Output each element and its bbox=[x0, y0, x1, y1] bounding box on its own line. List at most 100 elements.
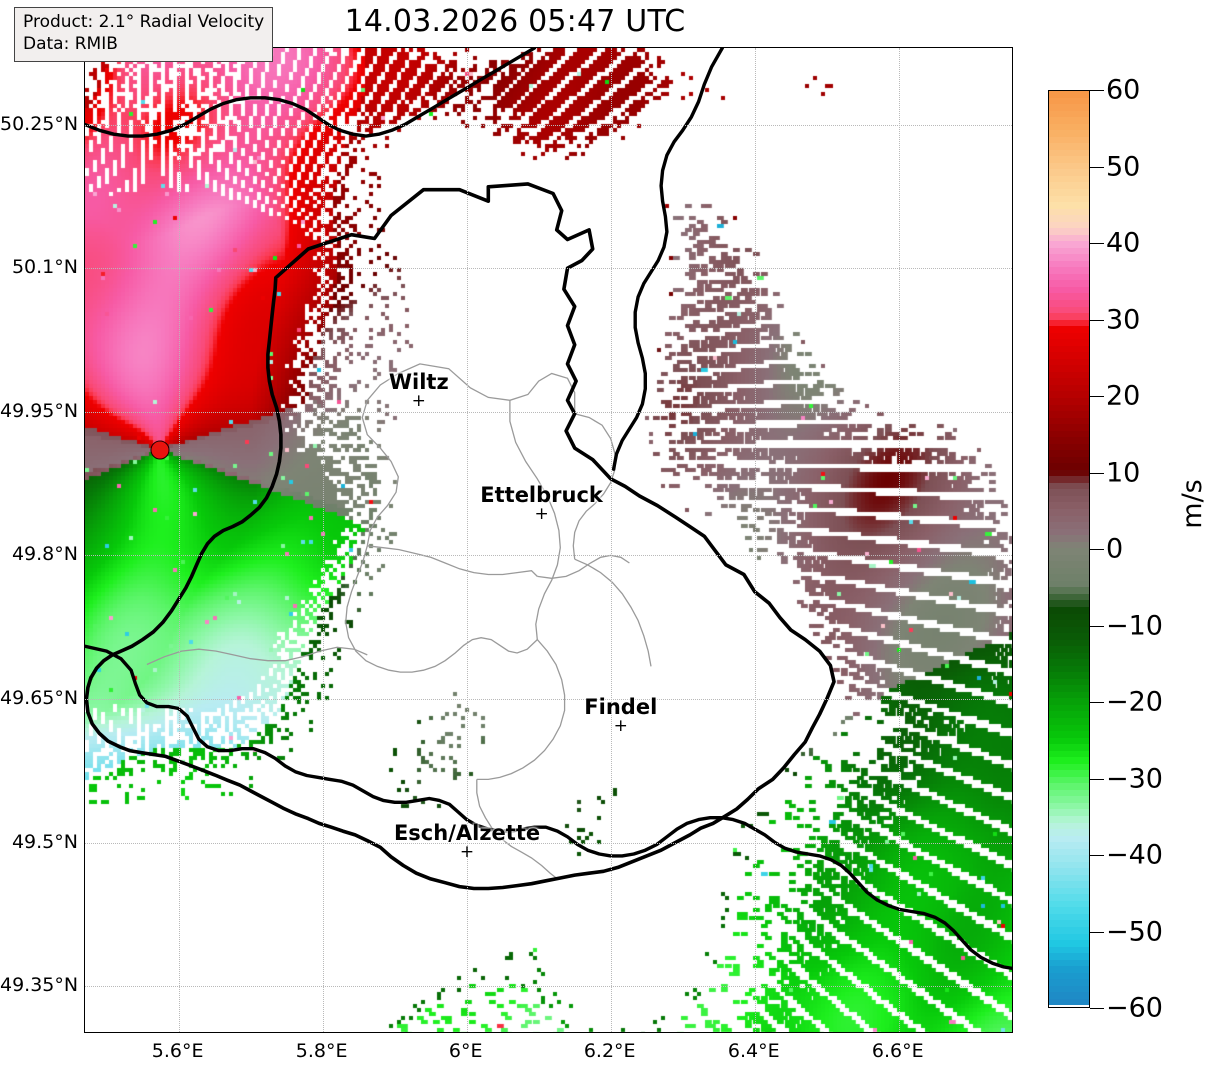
colorbar-segment bbox=[1049, 718, 1089, 725]
colorbar-segment bbox=[1049, 665, 1089, 673]
colorbar-segment bbox=[1049, 215, 1089, 222]
colorbar-segment bbox=[1049, 123, 1089, 131]
district-boundary bbox=[345, 545, 538, 673]
figure-title: 14.03.2026 05:47 UTC bbox=[344, 4, 686, 39]
gridline-lat bbox=[85, 124, 1012, 126]
colorbar-tick bbox=[1090, 472, 1104, 474]
colorbar-tick-label: 10 bbox=[1106, 457, 1141, 488]
colorbar-tick-label: 60 bbox=[1106, 74, 1141, 106]
national-border bbox=[85, 644, 1012, 971]
colorbar-segment bbox=[1049, 515, 1089, 523]
colorbar-segment bbox=[1049, 522, 1089, 529]
gridline-lon bbox=[466, 48, 468, 1032]
colorbar-tick bbox=[1090, 319, 1104, 321]
colorbar-segment bbox=[1049, 221, 1089, 229]
colorbar-segment bbox=[1049, 326, 1089, 333]
gridline-lon bbox=[610, 48, 612, 1032]
latitude-tick-label: 50.25°N bbox=[0, 112, 79, 135]
colorbar-segment bbox=[1049, 659, 1089, 666]
national-border bbox=[611, 48, 724, 471]
colorbar-segment bbox=[1049, 763, 1089, 771]
latitude-tick-label: 49.95°N bbox=[0, 399, 79, 422]
colorbar-segment bbox=[1049, 143, 1089, 150]
colorbar-segment bbox=[1049, 411, 1089, 418]
colorbar-segment bbox=[1049, 306, 1089, 314]
annotation-data-line: Data: RMIB bbox=[23, 33, 118, 54]
colorbar-segment bbox=[1049, 463, 1089, 470]
city-marker-icon: + bbox=[534, 504, 549, 525]
colorbar-segment bbox=[1049, 502, 1089, 509]
latitude-tick-label: 50.1°N bbox=[11, 256, 78, 279]
colorbar-segment bbox=[1049, 234, 1089, 242]
colorbar-segment bbox=[1049, 783, 1089, 790]
colorbar-segment bbox=[1049, 606, 1089, 614]
city-label-wiltz: Wiltz + bbox=[389, 370, 449, 409]
colorbar-segment bbox=[1049, 992, 1089, 999]
luxembourg-national-border bbox=[85, 182, 836, 891]
colorbar-tick-label: −10 bbox=[1106, 610, 1163, 641]
colorbar-segment bbox=[1049, 842, 1089, 849]
colorbar-tick-label: 40 bbox=[1106, 227, 1141, 259]
colorbar-segment bbox=[1049, 91, 1089, 98]
colorbar-segment bbox=[1049, 175, 1089, 183]
colorbar-segment bbox=[1049, 469, 1089, 477]
colorbar-segment bbox=[1049, 848, 1089, 856]
product-annotation-box: Product: 2.1° Radial Velocity Data: RMIB bbox=[14, 7, 274, 62]
map-clip: Wiltz + Ettelbruck + Findel + Esch/Alzette + bbox=[85, 48, 1012, 1032]
colorbar-tick-label: −20 bbox=[1106, 686, 1163, 718]
colorbar-segment bbox=[1049, 535, 1089, 542]
colorbar-tick-label: 50 bbox=[1106, 151, 1141, 182]
colorbar-segment bbox=[1049, 182, 1089, 189]
gridline-lat bbox=[85, 411, 1012, 413]
colorbar-segment bbox=[1049, 313, 1089, 320]
colorbar-segment bbox=[1049, 117, 1089, 124]
colorbar-segment bbox=[1049, 920, 1089, 927]
colorbar-segment bbox=[1049, 260, 1089, 268]
colorbar-segment bbox=[1049, 437, 1089, 444]
district-boundary bbox=[572, 413, 616, 560]
gridline-lat bbox=[85, 986, 1012, 988]
city-marker-icon: + bbox=[411, 390, 426, 411]
district-boundary bbox=[509, 400, 561, 640]
radar-site-marker[interactable] bbox=[150, 440, 170, 460]
colorbar-segment bbox=[1049, 149, 1089, 157]
colorbar-segment bbox=[1049, 443, 1089, 451]
colorbar-segment bbox=[1049, 417, 1089, 425]
colorbar-tick bbox=[1090, 243, 1104, 244]
map-axes[interactable]: Wiltz + Ettelbruck + Findel + Esch/Alzette + bbox=[84, 47, 1013, 1033]
district-boundary bbox=[398, 363, 576, 414]
colorbar-segment bbox=[1049, 561, 1089, 568]
city-label-findel: Findel + bbox=[584, 695, 657, 734]
colorbar-segment bbox=[1049, 815, 1089, 823]
national-border bbox=[85, 48, 537, 138]
colorbar-segment bbox=[1049, 130, 1089, 137]
colorbar-tick-label: 20 bbox=[1106, 380, 1141, 412]
colorbar-segment bbox=[1049, 332, 1089, 340]
colorbar-segment bbox=[1049, 567, 1089, 575]
colorbar-segment bbox=[1049, 97, 1089, 105]
colorbar-segment bbox=[1049, 672, 1089, 679]
district-boundary bbox=[574, 558, 652, 667]
colorbar-segment bbox=[1049, 554, 1089, 562]
colorbar-segment bbox=[1049, 809, 1089, 816]
colorbar-segment bbox=[1049, 574, 1089, 581]
colorbar-segment bbox=[1049, 979, 1089, 986]
longitude-tick-label: 6°E bbox=[448, 1040, 483, 1062]
colorbar-segment bbox=[1049, 293, 1089, 300]
colorbar-segment bbox=[1049, 691, 1089, 699]
colorbar-segment bbox=[1049, 104, 1089, 111]
colorbar-segment bbox=[1049, 959, 1089, 967]
colorbar-tick-label: 0 bbox=[1106, 533, 1124, 565]
colorbar-segment bbox=[1049, 985, 1089, 993]
colorbar-segment bbox=[1049, 704, 1089, 712]
colorbar-segment bbox=[1049, 620, 1089, 627]
colorbar-segment bbox=[1049, 750, 1089, 758]
colorbar-segment bbox=[1049, 169, 1089, 176]
colorbar-segment bbox=[1049, 744, 1089, 751]
city-marker-icon: + bbox=[459, 841, 475, 862]
colorbar-segment bbox=[1049, 613, 1089, 621]
colorbar-segment bbox=[1049, 796, 1089, 803]
colorbar-segment bbox=[1049, 345, 1089, 353]
colorbar-segment bbox=[1049, 652, 1089, 660]
colorbar-tick bbox=[1090, 549, 1104, 550]
